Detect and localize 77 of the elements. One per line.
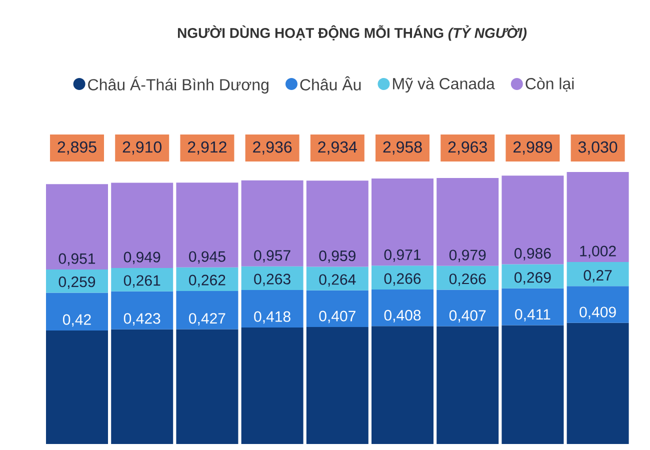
total-label: 2,910 (122, 141, 162, 155)
bar (436, 266, 499, 290)
total-label: 3,030 (578, 141, 618, 155)
bar (306, 290, 368, 327)
bar (436, 178, 499, 266)
bar (111, 329, 174, 444)
bar (46, 269, 108, 293)
bar (46, 184, 108, 270)
data-label: 0,27 (584, 270, 612, 282)
data-label: 0,418 (254, 311, 290, 324)
data-label: 0,986 (514, 248, 551, 260)
bar (372, 326, 434, 444)
data-label: 0,42 (62, 314, 91, 327)
data-label: 0,971 (384, 249, 421, 262)
data-label: 0,959 (319, 250, 356, 263)
bar (176, 329, 238, 444)
bar (176, 182, 238, 268)
data-label: 0,409 (580, 306, 616, 320)
legend-label: Mỹ và Canada (393, 77, 495, 93)
data-label: 0,951 (58, 253, 96, 266)
bar (111, 182, 174, 268)
bar (111, 268, 174, 292)
total-label: 2,958 (383, 141, 422, 155)
bar (566, 172, 629, 262)
bar (502, 288, 564, 326)
bar (566, 322, 629, 444)
data-label: 0,407 (449, 310, 486, 322)
data-label: 0,263 (254, 274, 290, 286)
data-label: 0,423 (124, 313, 160, 326)
bar (372, 290, 434, 326)
bar (241, 180, 304, 266)
data-label: 0,411 (515, 309, 550, 322)
total-label: 2,936 (253, 141, 292, 155)
bar (241, 266, 304, 290)
data-label: 0,266 (449, 274, 486, 286)
total-label: 2,912 (188, 141, 226, 155)
bar (46, 292, 108, 330)
bar (436, 290, 499, 326)
data-label: 0,957 (254, 250, 290, 263)
bar (502, 264, 564, 288)
bar (372, 178, 434, 266)
bar (241, 327, 304, 444)
data-label: 0,979 (449, 250, 486, 262)
bar (241, 290, 304, 328)
bar (306, 180, 368, 267)
bar (176, 290, 238, 330)
data-label: 0,949 (124, 252, 160, 264)
bar (566, 286, 629, 323)
data-label: 0,259 (58, 276, 96, 289)
data-label: 0,262 (189, 274, 226, 288)
legend-label: Châu Âu (300, 76, 361, 90)
legend-label: Còn lại (526, 77, 574, 92)
legend-label: Châu Á-Thái Bình Dương (88, 76, 268, 94)
total-label: 2,895 (58, 141, 96, 155)
chart-title: NGƯỜI DÙNG HOẠT ĐỘNG MỖI THÁNG (TỶ NGƯỜI) (178, 25, 527, 41)
data-label: 0,407 (319, 310, 356, 324)
data-label: 0,261 (124, 275, 160, 288)
total-label: 2,934 (318, 141, 357, 155)
data-label: 0,408 (384, 310, 421, 322)
bar (502, 325, 564, 444)
bar (306, 326, 368, 444)
bar (46, 330, 108, 444)
data-label: 0,269 (514, 272, 551, 285)
bar (566, 262, 629, 286)
data-label: 1,002 (580, 246, 616, 258)
bar (436, 326, 499, 444)
data-label: 0,945 (189, 251, 226, 264)
bar (176, 267, 238, 291)
data-label: 0,264 (319, 274, 356, 287)
total-label: 2,989 (513, 141, 552, 155)
data-label: 0,427 (189, 313, 226, 326)
total-label: 2,963 (448, 141, 487, 155)
bar (306, 266, 368, 290)
bar (111, 291, 174, 330)
data-label: 0,266 (384, 273, 421, 286)
bar (502, 176, 564, 264)
bar (372, 266, 434, 290)
